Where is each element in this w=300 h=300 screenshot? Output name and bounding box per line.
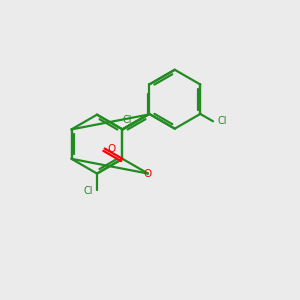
Text: O: O <box>107 143 115 154</box>
Text: O: O <box>144 169 152 178</box>
Text: Cl: Cl <box>123 115 132 125</box>
Text: Cl: Cl <box>217 116 226 126</box>
Text: Cl: Cl <box>83 186 93 196</box>
